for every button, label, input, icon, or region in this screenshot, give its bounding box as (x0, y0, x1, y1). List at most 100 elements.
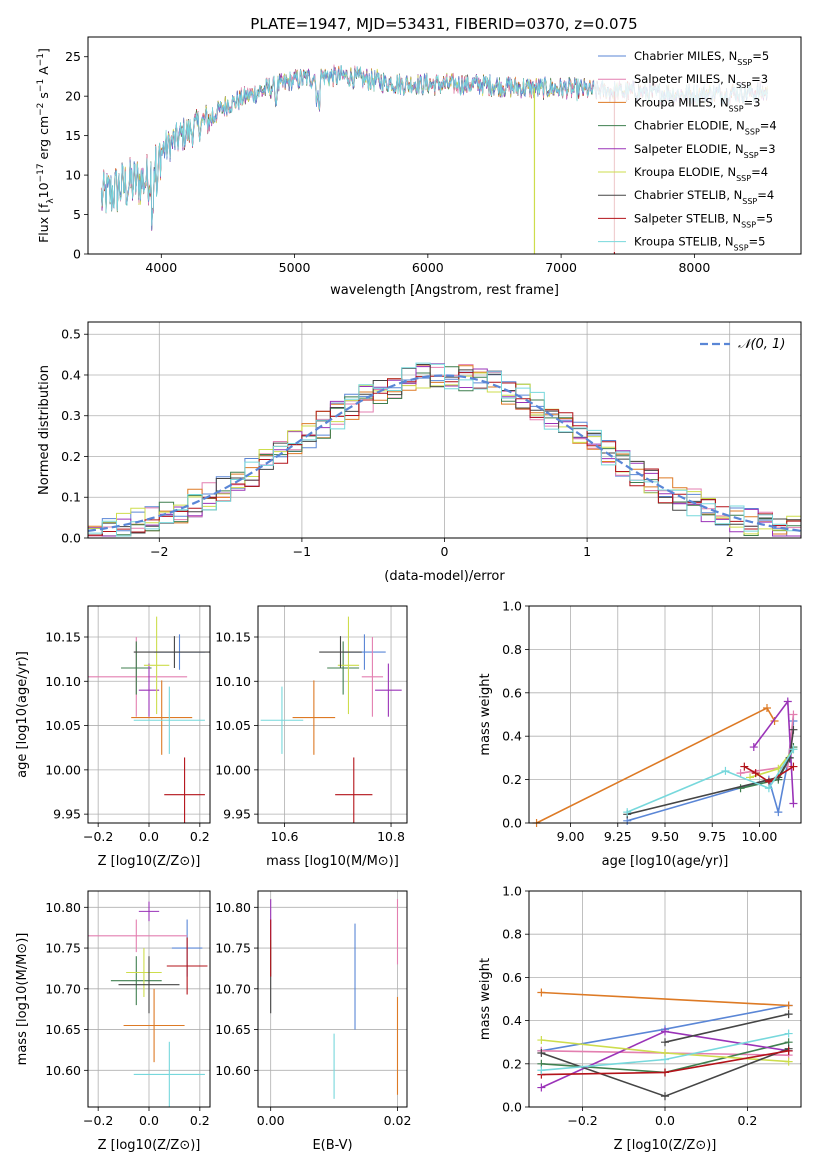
mass-weight-marker (784, 1010, 793, 1019)
y-axis-label: Normed distribution (37, 365, 52, 495)
y-tick-label: 0.0 (61, 531, 81, 546)
x-axis-label: age [log10(age/yr)] (602, 854, 729, 869)
y-tick-label: 0.2 (502, 772, 522, 787)
x-axis-label: Z [log10(Z/Z⊙)] (98, 854, 201, 869)
x-axis-label: wavelength [Angstrom, rest frame] (330, 283, 559, 298)
mass-weight-marker (764, 784, 773, 793)
legend-frame (594, 42, 796, 252)
x-tick-label: 10.8 (377, 829, 405, 844)
y-tick-label: 10.00 (215, 762, 251, 777)
axes-frame (257, 605, 408, 824)
x-tick-label: −1 (293, 544, 311, 559)
legend-label: Salpeter ELODIE, NSSP=3 (634, 142, 776, 160)
x-tick-label: 0.0 (139, 829, 159, 844)
y-tick-label: 0.5 (61, 327, 81, 342)
y-tick-label: 10.80 (215, 900, 251, 915)
y-tick-label: 0.0 (502, 816, 522, 831)
y-tick-label: 0.8 (502, 642, 522, 657)
y-tick-label: 0.3 (61, 408, 81, 423)
mass-weight-line (626, 748, 795, 813)
mass-weight-marker (661, 1055, 669, 1064)
y-axis-label: mass weight (478, 673, 493, 755)
legend-label: Kroupa MILES, NSSP=3 (634, 95, 760, 113)
y-tick-label: 10.15 (45, 630, 81, 645)
x-tick-label: 10.6 (271, 829, 299, 844)
x-tick-label: 0 (441, 544, 449, 559)
x-tick-label: 9.50 (651, 829, 679, 844)
mass-weight-marker (784, 1057, 793, 1066)
y-tick-label: 0.4 (502, 1013, 522, 1028)
y-tick-label: 10.80 (45, 900, 81, 915)
y-tick-label: 10.70 (45, 981, 81, 996)
x-axis-label: Z [log10(Z/Z⊙)] (98, 1138, 201, 1153)
y-tick-label: 0.6 (502, 970, 522, 985)
mass-weight-marker (661, 1027, 669, 1036)
y-tick-label: 10.75 (45, 941, 81, 956)
x-axis-label: mass [log10(M/M⊙)] (266, 854, 399, 869)
y-tick-label: 0.2 (61, 449, 81, 464)
y-tick-label: 5 (73, 207, 81, 222)
legend-label: Chabrier STELIB, NSSP=4 (634, 188, 774, 206)
x-tick-label: 2 (726, 544, 734, 559)
mass-weight-marker (789, 799, 798, 808)
mass-weight-marker (537, 988, 546, 997)
x-tick-label: −0.2 (83, 829, 113, 844)
x-tick-label: 0.0 (655, 1113, 675, 1128)
y-tick-label: 9.95 (53, 807, 81, 822)
y-tick-label: 0 (73, 247, 81, 262)
x-tick-label: 8000 (678, 260, 710, 275)
y-tick-label: 10.70 (215, 981, 251, 996)
y-tick-label: 25 (65, 49, 81, 64)
mass-weight-marker (763, 703, 771, 712)
mass-weight-marker (784, 1029, 793, 1038)
normal-reference-curve (88, 374, 801, 532)
x-tick-label: 5000 (279, 260, 311, 275)
y-tick-label: 20 (65, 89, 81, 104)
x-tick-label: 0.02 (384, 1113, 412, 1128)
y-tick-label: 1.0 (502, 599, 522, 614)
mass-weight-line (664, 1013, 789, 1043)
y-tick-label: 0.4 (502, 729, 522, 744)
legend-label: Chabrier MILES, NSSP=5 (634, 49, 769, 67)
x-axis-label: E(B-V) (312, 1138, 352, 1153)
mass-weight-line (627, 729, 795, 816)
y-tick-label: 10.05 (215, 718, 251, 733)
x-tick-label: 1 (583, 544, 591, 559)
mass-weight-marker (537, 1049, 546, 1057)
figure-title: PLATE=1947, MJD=53431, FIBERID=0370, z=0… (250, 15, 637, 33)
mass-weight-marker (740, 762, 749, 771)
y-tick-label: 0.4 (61, 367, 81, 382)
mass-weight-marker (537, 1066, 546, 1075)
mass-weight-line (743, 765, 794, 783)
x-tick-label: 0.00 (257, 1113, 285, 1128)
mass-weight-marker (789, 710, 798, 719)
y-tick-label: 10.10 (215, 674, 251, 689)
y-tick-label: 10 (65, 168, 81, 183)
mass-weight-marker (736, 769, 745, 778)
x-tick-label: −2 (150, 544, 168, 559)
y-tick-label: 10.00 (45, 762, 81, 777)
mass-weight-marker (789, 762, 798, 771)
legend-label: Salpeter MILES, NSSP=3 (634, 72, 768, 90)
y-axis-label: Flux [fλ10−17 erg cm−2 s−1 A−1] (36, 48, 56, 243)
x-tick-label: −0.2 (83, 1113, 113, 1128)
x-tick-label: 7000 (545, 260, 577, 275)
mass-weight-line (541, 991, 789, 1007)
x-tick-label: −0.2 (567, 1113, 597, 1128)
mass-weight-marker (537, 1036, 546, 1045)
legend-label: Chabrier ELODIE, NSSP=4 (634, 119, 777, 137)
y-axis-label: age [log10(age/yr)] (15, 651, 30, 778)
x-tick-label: 0.2 (190, 829, 210, 844)
y-tick-label: 9.95 (223, 807, 251, 822)
spectrum-legend: Chabrier MILES, NSSP=5 Salpeter MILES, NS… (594, 42, 796, 252)
x-tick-label: 6000 (412, 260, 444, 275)
y-tick-label: 10.60 (45, 1063, 81, 1078)
mass-weight-marker (661, 1092, 669, 1101)
mass-weight-marker (736, 784, 745, 793)
legend-label: Salpeter STELIB, NSSP=5 (634, 211, 773, 229)
x-tick-label: 10.00 (742, 829, 778, 844)
y-tick-label: 0.1 (61, 490, 81, 505)
mass-weight-marker (623, 808, 632, 817)
mass-weight-marker (537, 1083, 546, 1092)
